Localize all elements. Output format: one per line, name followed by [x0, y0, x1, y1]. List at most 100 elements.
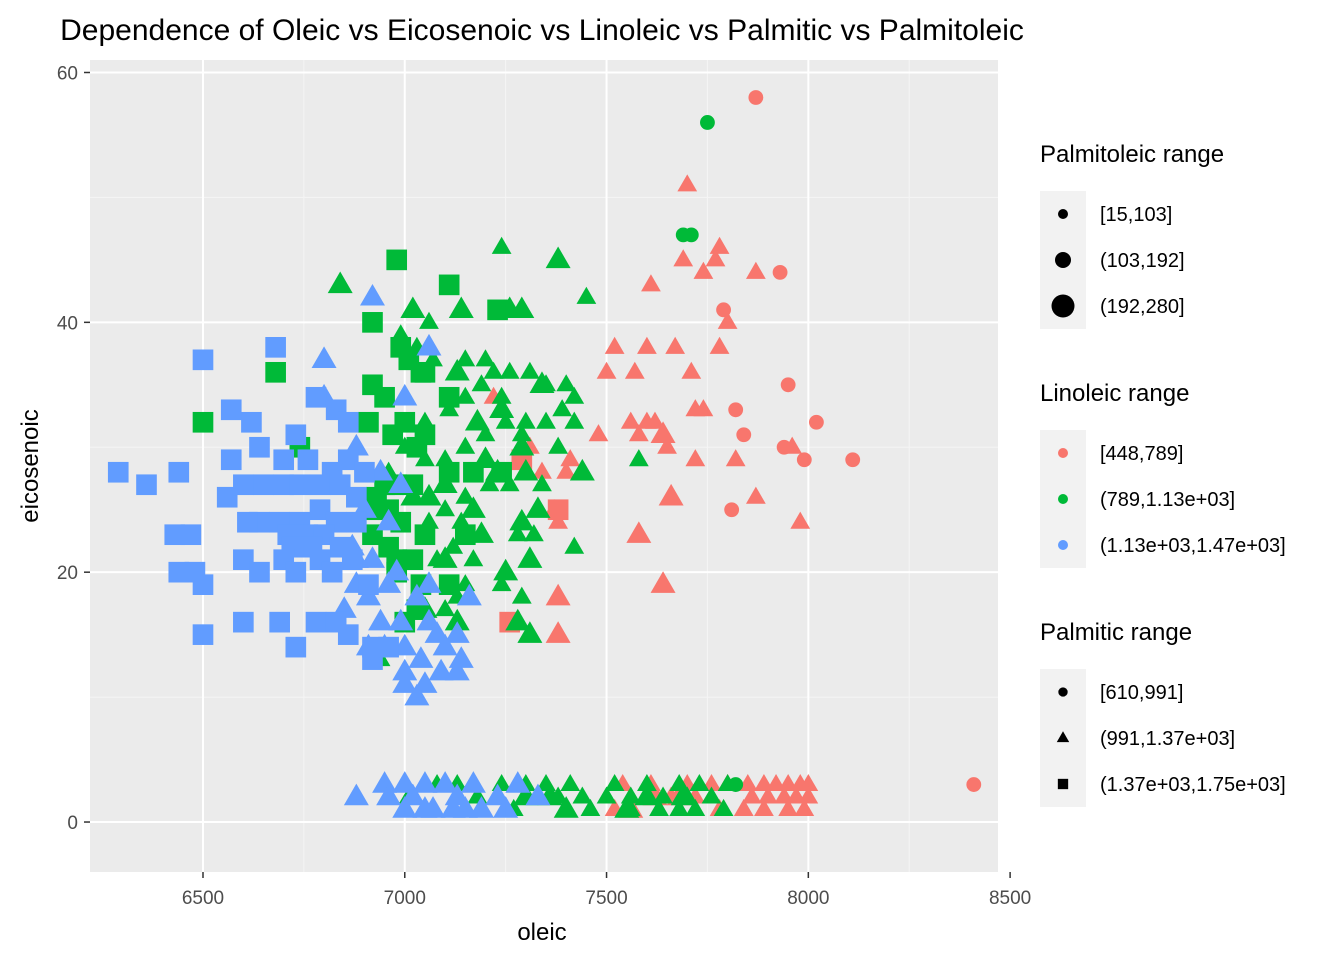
- data-point: [432, 633, 458, 656]
- data-point: [192, 411, 214, 433]
- data-point: [620, 411, 641, 429]
- data-point: [649, 798, 669, 817]
- data-point: [650, 571, 676, 593]
- data-point: [438, 461, 460, 483]
- data-point: [414, 361, 436, 383]
- data-point: [754, 798, 774, 817]
- data-point: [479, 474, 500, 492]
- y-tick-label: 0: [67, 813, 78, 834]
- data-point: [733, 798, 754, 817]
- data-point: [416, 483, 442, 506]
- data-point: [509, 433, 535, 456]
- y-tick-label: 60: [57, 63, 78, 84]
- data-point: [725, 449, 746, 467]
- data-point: [392, 658, 418, 681]
- data-point: [455, 386, 476, 404]
- data-point: [693, 261, 714, 279]
- axes: 6500 7000 7500 8000 8500 0 20 40 60: [57, 63, 1031, 909]
- data-point: [273, 474, 295, 496]
- data-point: [653, 786, 673, 804]
- data-point: [798, 773, 819, 792]
- data-point: [778, 798, 799, 817]
- data-point: [548, 436, 569, 454]
- data-point: [346, 486, 367, 508]
- data-point: [560, 449, 581, 467]
- data-point: [376, 783, 402, 806]
- data-point: [220, 449, 242, 471]
- data-point: [443, 536, 464, 554]
- x-tick-label: 6500: [182, 888, 224, 909]
- data-point: [645, 411, 665, 429]
- data-point: [693, 399, 714, 417]
- shape-legend-title: Palmitic range: [1040, 619, 1192, 646]
- data-point: [511, 586, 532, 604]
- data-point: [564, 536, 585, 554]
- data-point: [448, 646, 474, 668]
- data-point: [337, 449, 359, 471]
- data-point: [505, 608, 531, 631]
- size-legend-title: Palmitoleic range: [1040, 141, 1224, 168]
- data-point: [673, 249, 694, 267]
- data-point: [216, 486, 238, 508]
- data-point: [168, 561, 190, 583]
- data-point: [701, 786, 722, 804]
- data-point: [670, 783, 696, 806]
- data-point: [564, 386, 585, 404]
- data-point: [794, 798, 815, 817]
- data-point: [628, 449, 649, 467]
- data-point: [309, 474, 331, 496]
- data-point: [713, 798, 734, 817]
- data-point: [524, 524, 544, 542]
- data-point: [249, 561, 270, 583]
- data-point: [637, 336, 657, 354]
- shape-legend-symbol: [1056, 731, 1070, 743]
- data-point: [772, 264, 788, 280]
- data-point: [677, 174, 698, 192]
- data-point: [419, 311, 439, 329]
- data-point: [519, 361, 540, 379]
- data-point: [628, 424, 649, 442]
- data-point: [517, 621, 543, 643]
- data-point: [553, 796, 579, 818]
- data-point: [705, 249, 726, 267]
- data-point: [192, 349, 214, 371]
- data-point: [444, 608, 470, 631]
- data-point: [517, 546, 543, 568]
- data-point: [192, 574, 214, 595]
- data-point: [596, 786, 617, 804]
- data-point: [463, 549, 484, 567]
- data-point: [675, 227, 691, 243]
- data-point: [354, 461, 375, 483]
- data-point: [737, 773, 758, 792]
- y-tick-label: 20: [57, 563, 78, 584]
- data-point: [724, 502, 740, 518]
- data-point: [444, 658, 470, 681]
- data-point: [360, 546, 385, 568]
- x-tick-label: 7000: [384, 888, 426, 909]
- data-point: [438, 574, 460, 595]
- data-point: [164, 524, 186, 546]
- data-point: [392, 383, 418, 406]
- data-point: [311, 346, 337, 369]
- data-point: [460, 496, 486, 518]
- size-legend-label: (103,192]: [1100, 250, 1185, 272]
- data-point: [782, 436, 803, 454]
- data-point: [745, 261, 766, 279]
- data-point: [388, 608, 414, 631]
- data-point: [545, 621, 571, 643]
- y-axis-title: eicosenoic: [17, 409, 44, 522]
- data-point: [637, 773, 657, 792]
- data-point: [372, 771, 398, 793]
- data-point: [588, 424, 609, 442]
- data-point: [669, 798, 690, 817]
- data-point: [515, 411, 536, 429]
- legends: Palmitoleic range [15,103] (103,192] (192,2…: [1040, 141, 1286, 807]
- data-point: [192, 624, 214, 645]
- data-point: [569, 458, 595, 481]
- data-point: [493, 796, 519, 818]
- data-point: [808, 414, 824, 430]
- data-point: [509, 508, 535, 531]
- data-point: [499, 474, 520, 492]
- data-point: [233, 549, 254, 571]
